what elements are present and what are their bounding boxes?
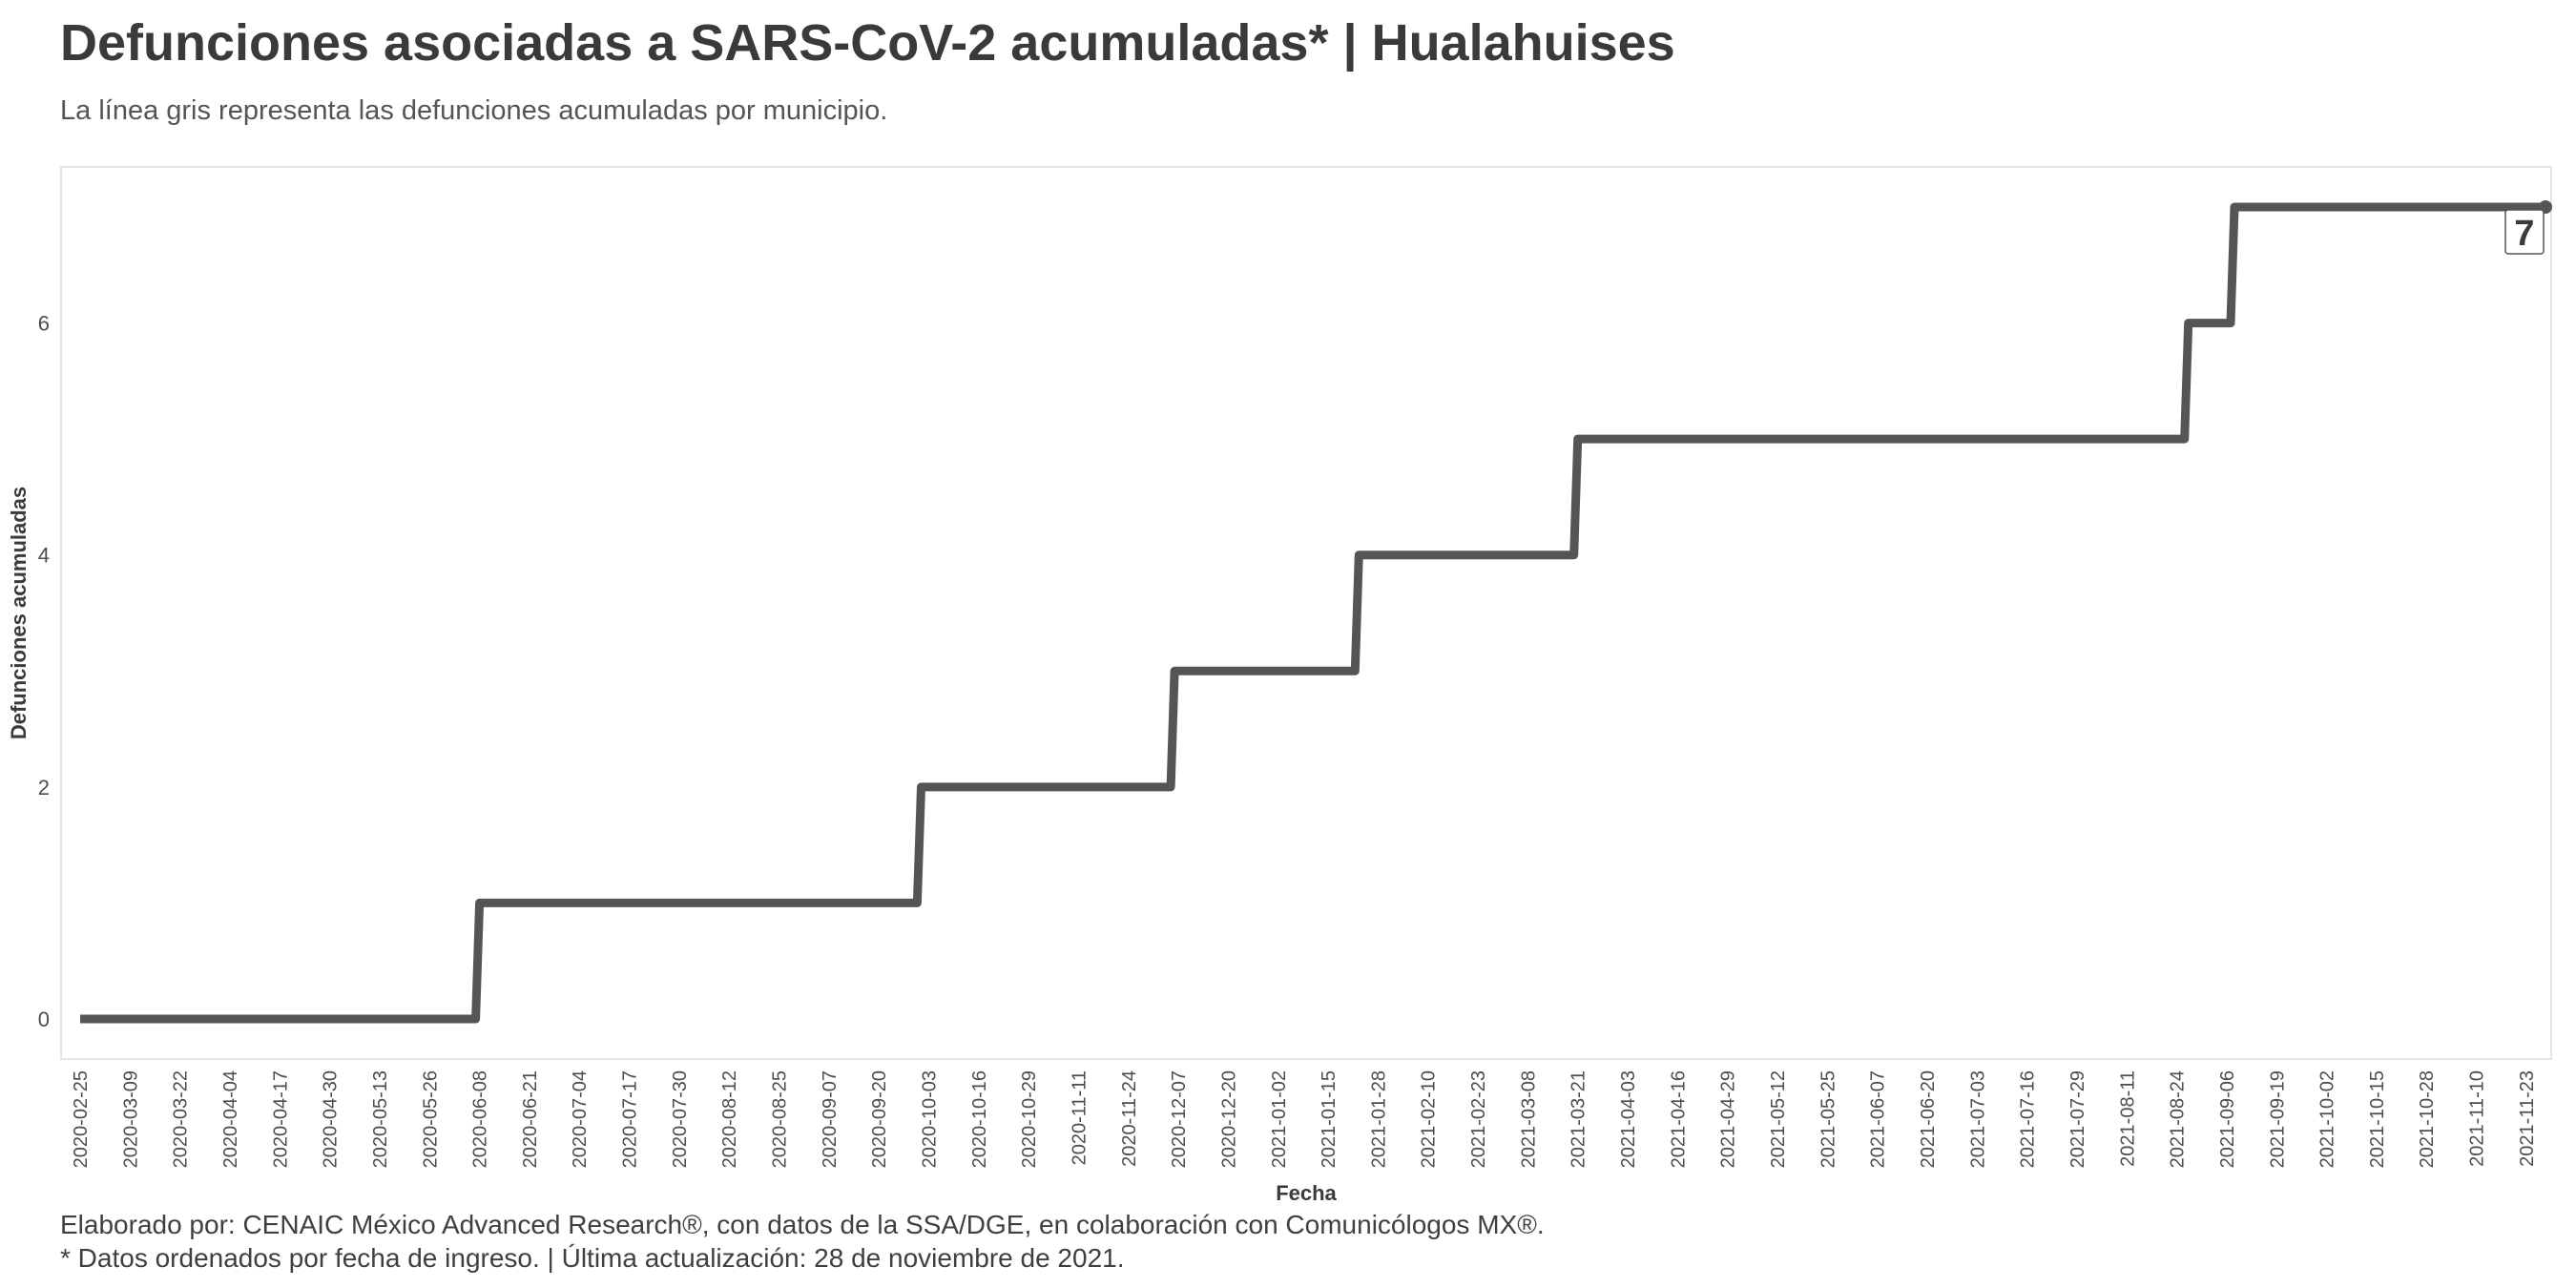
caption-note: * Datos ordenados por fecha de ingreso. … bbox=[60, 1243, 1125, 1273]
y-tick-label: 4 bbox=[38, 544, 50, 568]
x-tick-label: 2020-10-16 bbox=[969, 1070, 990, 1168]
x-tick-label: 2020-12-20 bbox=[1218, 1070, 1239, 1168]
x-tick-label: 2021-07-16 bbox=[2018, 1070, 2039, 1168]
x-tick-label: 2020-09-20 bbox=[869, 1070, 890, 1168]
x-tick-label: 2021-05-25 bbox=[1818, 1070, 1839, 1168]
chart-title: Defunciones asociadas a SARS-CoV-2 acumu… bbox=[60, 14, 1675, 72]
x-tick-label: 2020-05-13 bbox=[370, 1070, 391, 1168]
y-axis-ticks: 0 2 4 6 bbox=[38, 312, 50, 1031]
x-tick-label: 2021-06-07 bbox=[1868, 1070, 1889, 1168]
y-axis-label: Defunciones acumuladas bbox=[7, 487, 31, 739]
x-tick-label: 2021-04-03 bbox=[1618, 1070, 1639, 1168]
x-tick-label: 2020-05-26 bbox=[420, 1070, 441, 1168]
x-tick-label: 2020-04-04 bbox=[220, 1070, 241, 1168]
x-tick-label: 2021-04-29 bbox=[1718, 1070, 1739, 1168]
x-tick-label: 2020-10-29 bbox=[1019, 1070, 1040, 1168]
x-tick-label: 2021-03-21 bbox=[1568, 1070, 1589, 1168]
x-tick-label: 2021-08-24 bbox=[2168, 1070, 2189, 1168]
x-tick-label: 2020-03-22 bbox=[171, 1070, 192, 1168]
x-tick-label: 2020-06-08 bbox=[470, 1070, 491, 1168]
x-tick-label: 2021-10-02 bbox=[2317, 1070, 2338, 1168]
x-tick-label: 2020-11-11 bbox=[1069, 1070, 1090, 1165]
x-tick-label: 2021-01-28 bbox=[1368, 1070, 1389, 1168]
x-tick-label: 2021-06-20 bbox=[1918, 1070, 1939, 1168]
x-tick-label: 2021-03-08 bbox=[1518, 1070, 1539, 1168]
x-tick-label: 2021-09-19 bbox=[2267, 1070, 2288, 1168]
x-tick-label: 2021-01-15 bbox=[1319, 1070, 1340, 1168]
end-label-box bbox=[2504, 209, 2545, 255]
x-axis-ticks: 2020-02-25 2020-03-09 2020-03-22 2020-04-04… bbox=[71, 1070, 2538, 1168]
x-tick-label: 2020-04-17 bbox=[270, 1070, 291, 1168]
caption-credits: Elaborado por: CENAIC México Advanced Re… bbox=[60, 1210, 1545, 1239]
x-tick-label: 2020-03-09 bbox=[120, 1070, 141, 1168]
x-tick-label: 2021-09-06 bbox=[2217, 1070, 2238, 1168]
x-axis-label: Fecha bbox=[1276, 1181, 1337, 1205]
x-tick-label: 2021-01-02 bbox=[1269, 1070, 1290, 1168]
y-tick-label: 0 bbox=[38, 1008, 50, 1031]
x-tick-label: 2021-05-12 bbox=[1768, 1070, 1789, 1168]
x-tick-label: 2020-07-17 bbox=[620, 1070, 641, 1168]
series-line bbox=[80, 202, 2545, 1024]
x-tick-label: 2021-11-23 bbox=[2517, 1070, 2538, 1167]
x-tick-label: 2021-11-10 bbox=[2467, 1070, 2488, 1167]
x-tick-label: 2021-07-03 bbox=[1967, 1070, 1988, 1168]
x-tick-label: 2021-04-16 bbox=[1668, 1070, 1689, 1168]
x-tick-label: 2020-06-21 bbox=[520, 1070, 541, 1168]
x-tick-label: 2020-04-30 bbox=[321, 1070, 342, 1168]
x-tick-label: 2021-10-28 bbox=[2417, 1070, 2438, 1168]
plot-panel bbox=[60, 166, 2552, 1060]
y-tick-label: 6 bbox=[38, 312, 50, 336]
end-label: 7 bbox=[2514, 214, 2534, 254]
x-tick-label: 2021-10-15 bbox=[2367, 1070, 2388, 1168]
x-tick-label: 2021-02-23 bbox=[1468, 1070, 1489, 1168]
y-tick-label: 2 bbox=[38, 776, 50, 800]
x-tick-label: 2020-07-30 bbox=[670, 1070, 691, 1168]
x-tick-label: 2020-08-12 bbox=[719, 1070, 740, 1168]
x-tick-label: 2021-07-29 bbox=[2067, 1070, 2088, 1168]
x-tick-label: 2020-02-25 bbox=[71, 1070, 92, 1168]
chart-subtitle: La línea gris representa las defunciones… bbox=[60, 95, 888, 126]
x-tick-label: 2020-10-03 bbox=[920, 1070, 941, 1168]
x-tick-label: 2020-07-04 bbox=[570, 1070, 591, 1168]
x-tick-label: 2020-09-07 bbox=[820, 1070, 841, 1168]
x-tick-label: 2020-12-07 bbox=[1169, 1070, 1190, 1168]
x-tick-label: 2021-02-10 bbox=[1419, 1070, 1440, 1168]
x-tick-label: 2020-08-25 bbox=[770, 1070, 791, 1168]
x-tick-label: 2021-08-11 bbox=[2117, 1070, 2138, 1167]
x-tick-label: 2020-11-24 bbox=[1119, 1070, 1140, 1167]
